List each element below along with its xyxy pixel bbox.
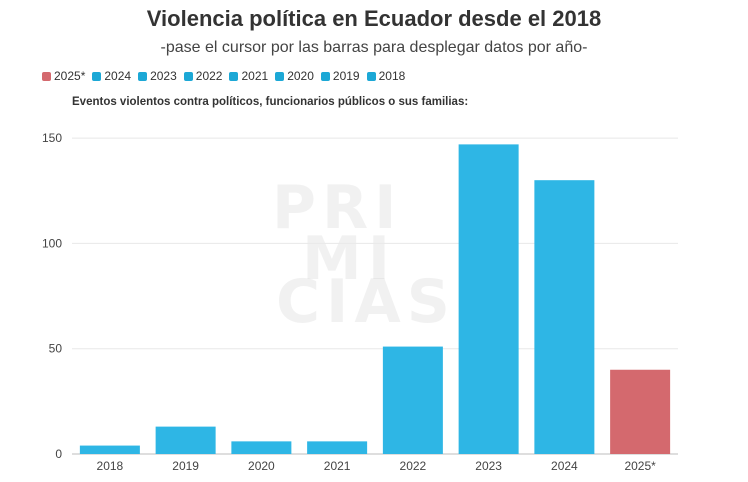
- legend-label: 2018: [378, 69, 406, 83]
- legend-label: 2023: [150, 69, 177, 83]
- bar-2019[interactable]: 2019: 13: [155, 426, 216, 454]
- legend-label: 2022: [195, 69, 223, 83]
- legend-label: 2019: [332, 69, 360, 83]
- legend-item-2020[interactable]: 2020: [275, 69, 314, 83]
- y-tick-label: 150: [42, 131, 62, 145]
- bar-2022[interactable]: 2022: 51: [382, 346, 443, 454]
- bar-2023[interactable]: 2023: 147: [458, 144, 519, 454]
- legend-label: 2024: [104, 69, 132, 83]
- legend-swatch: [366, 71, 376, 81]
- legend-swatch: [320, 71, 330, 81]
- chart-subtitle: -pase el cursor por las barras para desp…: [160, 39, 588, 56]
- watermark-line-1: PRI: [272, 173, 403, 243]
- x-tick-label: 2021: [324, 459, 351, 473]
- y-axis: 0 50 100 150: [42, 131, 62, 461]
- chart-title: Violencia política en Ecuador desde el 2…: [146, 6, 602, 31]
- x-tick-label: 2023: [475, 459, 502, 473]
- x-tick-label: 2018: [97, 459, 124, 473]
- bar-2018[interactable]: 2018: 4: [79, 445, 140, 454]
- bar-2024[interactable]: 2024: 130: [534, 180, 595, 454]
- legend-item-2023[interactable]: 2023: [138, 69, 177, 83]
- legend-swatch: [138, 71, 148, 81]
- watermark: PRI MI CIAS: [272, 173, 456, 337]
- legend-label: 2025*: [54, 69, 86, 83]
- x-tick-label: 2024: [551, 459, 578, 473]
- y-axis-description: Eventos violentos contra políticos, func…: [72, 96, 469, 108]
- legend-label: 2021: [241, 69, 269, 83]
- legend-swatch: [275, 71, 285, 81]
- x-tick-label: 2019: [172, 459, 199, 473]
- legend-swatch: [183, 71, 193, 81]
- watermark-line-2: MI: [302, 224, 396, 294]
- x-tick-label: 2020: [248, 459, 275, 473]
- legend-item-2025[interactable]: 2025*: [42, 69, 85, 83]
- y-tick-label: 100: [42, 236, 62, 250]
- legend-swatch: [229, 71, 239, 81]
- legend-label: 2020: [287, 69, 314, 83]
- legend-swatch: [42, 71, 51, 81]
- legend-item-2022[interactable]: 2022: [183, 69, 223, 83]
- bar-2021[interactable]: 2021: 6: [307, 441, 368, 454]
- y-tick-label: 50: [49, 342, 63, 356]
- watermark-line-3: CIAS: [276, 267, 456, 337]
- legend-item-2024[interactable]: 2024: [92, 69, 131, 83]
- bar-2025[interactable]: 2025*: 40: [610, 369, 671, 454]
- legend-swatch: [92, 71, 102, 81]
- legend-item-2019[interactable]: 2019: [320, 69, 360, 83]
- legend-item-2018[interactable]: 2018: [366, 69, 406, 83]
- y-tick-label: 0: [55, 447, 62, 461]
- legend: 2025* 2024 2023 2022 2021 2020 2019 2018: [42, 69, 405, 83]
- x-axis: 2018 2019 2020 2021 2022 2023 2024 2025*: [97, 459, 657, 473]
- legend-item-2021[interactable]: 2021: [229, 69, 268, 83]
- bar-2020[interactable]: 2020: 6: [231, 441, 292, 454]
- bars: 2018: 42019: 132020: 62021: 62022: 51202…: [79, 144, 671, 454]
- x-tick-label: 2022: [400, 459, 427, 473]
- x-tick-label: 2025*: [624, 459, 656, 473]
